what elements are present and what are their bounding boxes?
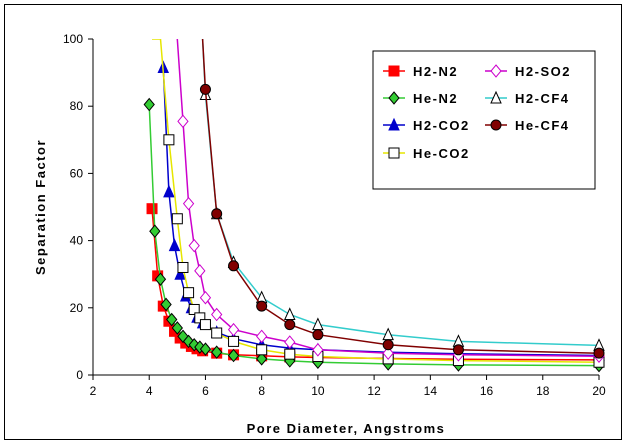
legend-box <box>372 50 596 190</box>
data-point <box>256 329 268 344</box>
data-point <box>211 345 223 359</box>
x-tick-label: 2 <box>90 384 97 398</box>
series-he-co2 <box>152 39 605 368</box>
x-tick-label: 8 <box>258 384 265 398</box>
data-point <box>168 238 181 252</box>
data-point <box>163 134 175 146</box>
data-point <box>188 303 200 315</box>
legend-label: He-CF4 <box>515 118 570 133</box>
data-point <box>452 344 464 356</box>
data-point <box>382 339 394 351</box>
data-point <box>388 65 400 77</box>
data-point <box>166 312 178 327</box>
legend-item: He-CO2 <box>383 146 470 161</box>
data-point <box>284 307 296 321</box>
data-point <box>256 300 268 312</box>
legend-label: H2-CF4 <box>515 91 570 106</box>
x-tick-label: 6 <box>202 384 209 398</box>
data-point <box>177 261 189 273</box>
legend-label: He-N2 <box>413 91 458 106</box>
data-point <box>182 196 195 211</box>
data-point <box>188 238 200 253</box>
data-point <box>199 319 211 331</box>
data-point <box>382 346 394 360</box>
legend-item: H2-SO2 <box>485 64 571 79</box>
x-tick-label: 10 <box>311 384 325 398</box>
x-tick-label: 18 <box>536 384 550 398</box>
data-point <box>228 335 240 347</box>
x-tick-label: 20 <box>592 384 606 398</box>
series-line <box>201 39 599 354</box>
legend-item: H2-CF4 <box>485 90 570 106</box>
plot-axes: 2 4 6 8 10 12 14 16 18 20 0 20 40 60 80 100 <box>63 32 606 398</box>
series-he-cf4 <box>199 39 605 359</box>
data-point <box>199 342 212 356</box>
data-point <box>228 260 240 272</box>
legend: H2-N2 He-N2 H2-CO2 He-CO2 H2-SO2 H2-CF4 He-CF4 <box>372 50 596 190</box>
data-point <box>490 64 502 78</box>
data-point <box>593 347 605 359</box>
data-point <box>211 307 223 322</box>
data-point <box>143 97 155 112</box>
data-point <box>194 312 206 324</box>
y-tick-label: 100 <box>63 32 83 46</box>
series-he-n2 <box>143 97 605 373</box>
data-point <box>312 329 324 341</box>
data-point <box>177 114 189 129</box>
y-tick-label: 40 <box>70 234 84 248</box>
data-point <box>388 91 400 105</box>
y-tick-label: 0 <box>76 368 83 382</box>
legend-label: H2-CO2 <box>413 118 470 133</box>
x-tick-label: 12 <box>367 384 381 398</box>
data-point <box>163 184 175 198</box>
y-tick-label: 80 <box>70 99 84 113</box>
legend-item: H2-N2 <box>383 64 458 79</box>
data-point <box>160 297 172 312</box>
legend-item: H2-CO2 <box>383 117 470 133</box>
y-tick-label: 60 <box>70 166 84 180</box>
data-point <box>171 213 183 225</box>
data-point <box>227 348 240 363</box>
data-point <box>490 90 502 104</box>
data-point <box>284 335 296 349</box>
legend-item: He-CF4 <box>485 118 570 133</box>
legend-item: He-N2 <box>383 91 458 106</box>
legend-label: H2-N2 <box>413 64 458 79</box>
data-point <box>256 352 268 366</box>
data-point <box>312 343 324 357</box>
y-axis-title: Separation Factor <box>33 139 48 275</box>
series-line <box>176 39 599 357</box>
data-point <box>388 117 400 131</box>
data-point <box>174 266 186 280</box>
data-point <box>211 208 223 220</box>
data-point <box>194 264 206 278</box>
data-point <box>256 344 268 356</box>
data-point <box>490 119 502 131</box>
x-axis-title: Pore Diameter, Angstroms <box>247 421 446 436</box>
data-point <box>284 348 296 360</box>
x-tick-label: 16 <box>480 384 494 398</box>
data-point <box>183 287 195 299</box>
data-point <box>227 322 240 337</box>
data-point <box>388 147 400 159</box>
data-point <box>199 83 211 95</box>
data-point <box>199 290 212 305</box>
data-point <box>211 327 223 339</box>
data-point <box>171 321 183 335</box>
chart-frame: 2 4 6 8 10 12 14 16 18 20 0 20 40 60 80 100 H2-N2 He-N2 H… <box>4 4 622 440</box>
series-h2-n2 <box>146 203 605 366</box>
data-point <box>284 319 296 331</box>
legend-label: He-CO2 <box>413 146 470 161</box>
x-tick-label: 4 <box>146 384 153 398</box>
data-point <box>146 203 158 215</box>
data-point <box>154 272 167 287</box>
series-layer <box>143 39 605 373</box>
x-tick-label: 14 <box>424 384 438 398</box>
legend-label: H2-SO2 <box>515 64 571 79</box>
y-tick-label: 20 <box>70 301 84 315</box>
data-point <box>149 224 161 238</box>
